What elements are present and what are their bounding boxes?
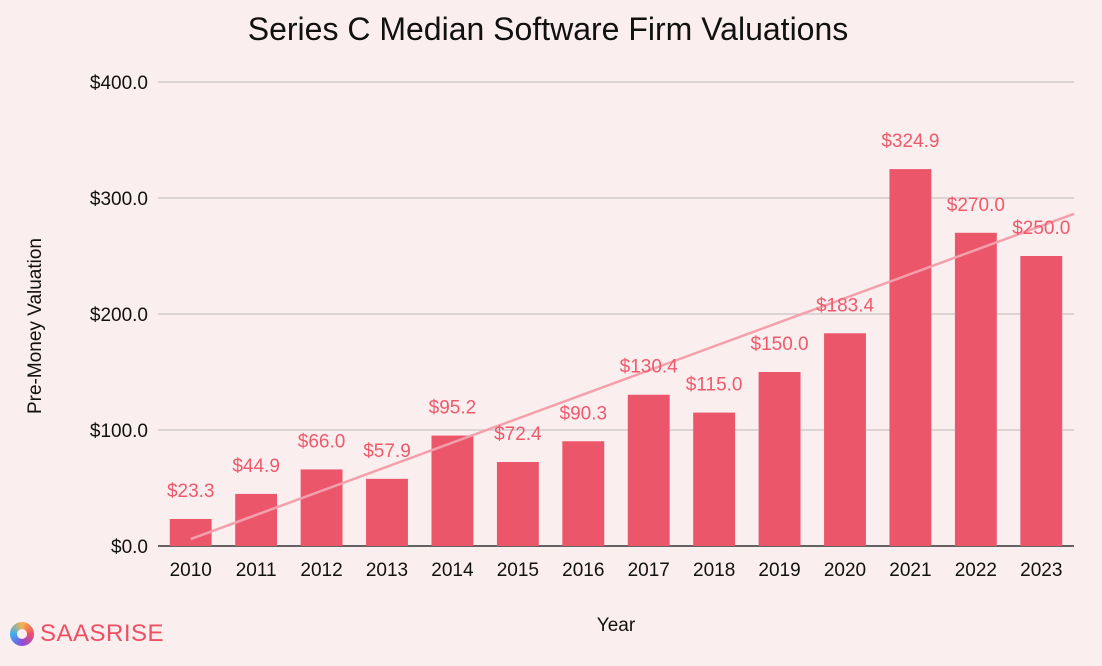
bars	[169, 169, 1063, 547]
x-axis-label: Year	[597, 615, 636, 636]
saasrise-logo-icon	[10, 622, 34, 646]
y-tick-label: $400.0	[90, 73, 148, 94]
brand-name: SAASRISE	[40, 620, 165, 647]
data-label: $130.4	[620, 357, 679, 378]
brand-logo: SAASRISE	[10, 620, 164, 648]
bar	[758, 372, 801, 546]
bar	[562, 441, 605, 546]
data-label: $183.4	[816, 295, 875, 316]
chart-title: Series C Median Software Firm Valuations	[248, 11, 849, 47]
bar	[366, 478, 408, 546]
x-tick-label: 2020	[824, 560, 866, 581]
y-tick-label: $100.0	[90, 421, 148, 442]
bar	[954, 232, 997, 547]
bar	[169, 518, 212, 546]
x-tick-label: 2017	[628, 560, 670, 581]
bar	[300, 469, 343, 546]
data-label: $115.0	[686, 375, 743, 396]
bar	[627, 394, 670, 546]
bar	[889, 169, 932, 546]
x-tick-label: 2023	[1020, 560, 1062, 581]
data-labels: $23.3 $44.9 $66.0 $57.9 $95.2 $72.4 $90.3 $130.…	[167, 131, 1070, 502]
bar	[1020, 256, 1063, 546]
x-tick-label: 2014	[431, 560, 474, 581]
x-axis-ticks: 2010 2011 2012 2013 2014 2015 2016 2017 2018 2019…	[170, 560, 1063, 581]
x-tick-label: 2021	[889, 560, 931, 581]
trendline-path	[190, 212, 1075, 541]
y-axis-ticks: $0.0 $100.0 $200.0 $300.0 $400.0	[90, 73, 148, 558]
x-tick-label: 2019	[758, 560, 800, 581]
bar	[431, 435, 474, 546]
y-tick-label: $0.0	[111, 537, 148, 558]
x-tick-label: 2012	[300, 560, 342, 581]
bar	[496, 462, 539, 546]
data-label: $250.0	[1012, 218, 1070, 239]
x-tick-label: 2015	[497, 560, 539, 581]
x-tick-label: 2010	[170, 560, 212, 581]
data-label: $150.0	[751, 334, 809, 355]
data-label: $270.0	[947, 195, 1005, 216]
data-label: $44.9	[232, 456, 280, 477]
trendline	[190, 212, 1075, 541]
data-label: $23.3	[167, 481, 215, 502]
bar	[824, 333, 866, 546]
data-label: $90.3	[560, 403, 608, 424]
x-tick-label: 2013	[366, 560, 408, 581]
y-tick-label: $300.0	[90, 189, 148, 210]
data-label: $57.9	[363, 441, 411, 462]
x-tick-label: 2011	[236, 560, 277, 581]
data-label: $66.0	[298, 431, 346, 452]
x-tick-label: 2018	[693, 560, 735, 581]
y-tick-label: $200.0	[90, 305, 148, 326]
data-label: $72.4	[494, 424, 542, 445]
bar	[693, 412, 736, 546]
y-axis-label: Pre-Money Valuation	[25, 238, 46, 414]
data-label: $324.9	[881, 131, 939, 152]
x-tick-label: 2016	[562, 560, 604, 581]
data-label: $95.2	[429, 398, 477, 419]
x-tick-label: 2022	[955, 560, 997, 581]
